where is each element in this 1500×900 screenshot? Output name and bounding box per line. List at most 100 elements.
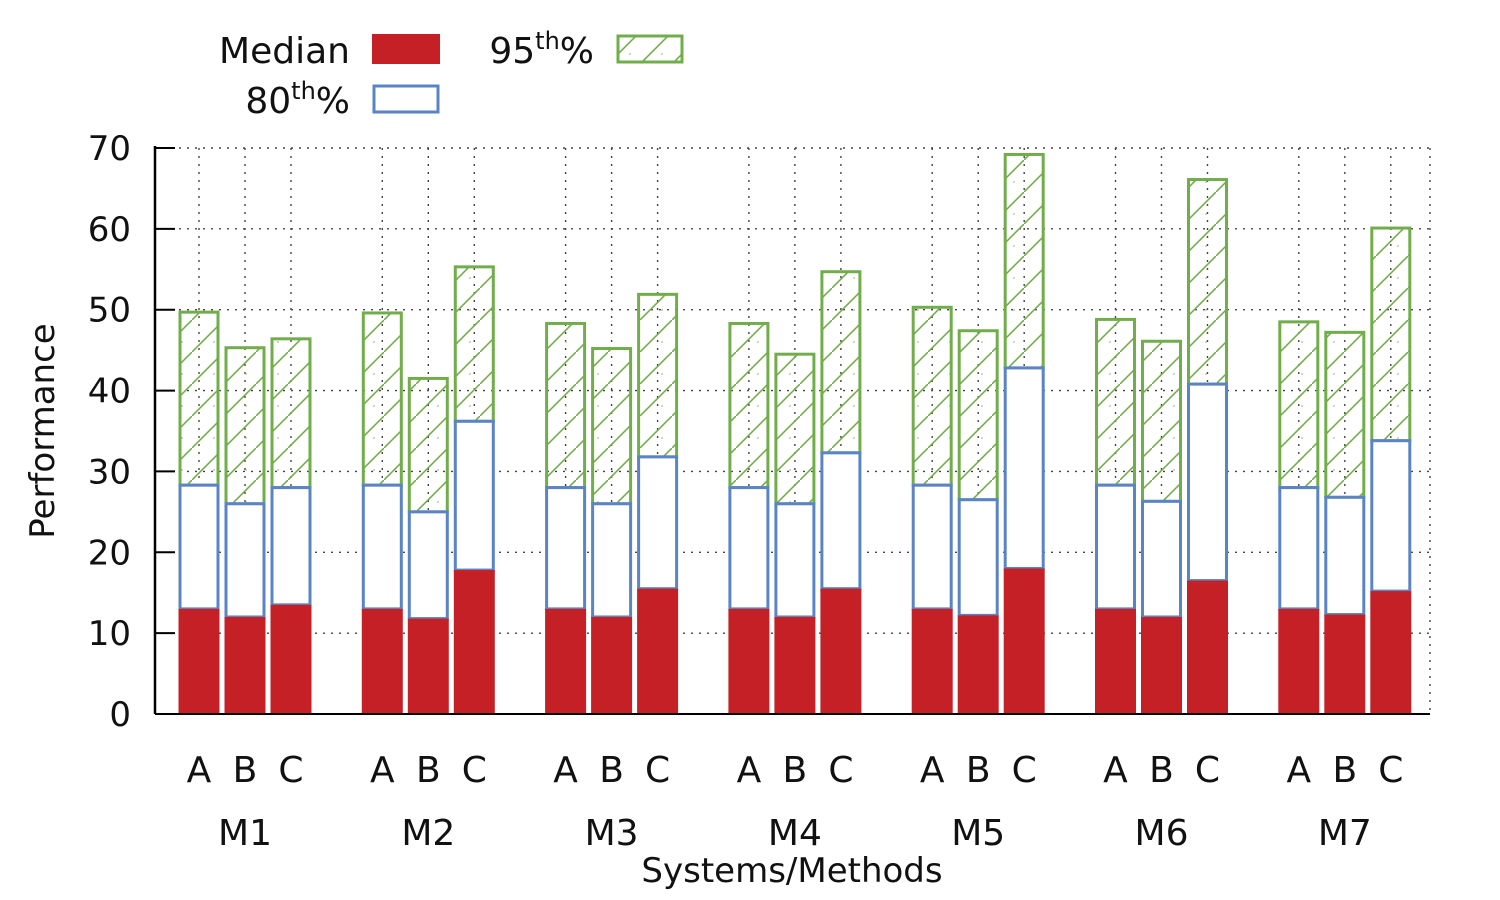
bar-p80 bbox=[453, 419, 495, 572]
category-label: C bbox=[278, 750, 303, 791]
bar-median bbox=[1095, 608, 1136, 714]
legend: Median 80th% 95th% bbox=[219, 27, 684, 122]
bar-median bbox=[1370, 591, 1412, 714]
category-label: B bbox=[1149, 750, 1174, 791]
bar-p95 bbox=[545, 321, 587, 490]
category-label: B bbox=[233, 750, 258, 791]
group-label: M2 bbox=[401, 813, 455, 854]
legend-label: 80th% bbox=[245, 77, 350, 122]
y-axis-title: Performance bbox=[23, 323, 63, 538]
category-label: C bbox=[645, 750, 670, 791]
y-tick-label: 70 bbox=[88, 129, 131, 169]
bar-p80 bbox=[1278, 486, 1320, 611]
bar-p95 bbox=[178, 310, 220, 487]
bar-p95 bbox=[1003, 152, 1045, 370]
group-label: M7 bbox=[1318, 813, 1372, 854]
bar-p80 bbox=[637, 455, 679, 591]
bar-median bbox=[728, 608, 770, 714]
category-label: B bbox=[783, 750, 808, 791]
bar-p80 bbox=[911, 483, 953, 611]
bar-p80 bbox=[545, 486, 587, 611]
bar-median bbox=[957, 615, 999, 714]
bar-p95 bbox=[407, 376, 449, 514]
y-tick-label: 10 bbox=[88, 614, 131, 654]
bar-median bbox=[224, 616, 266, 714]
bar-median bbox=[453, 570, 495, 714]
bar-p80 bbox=[591, 502, 633, 619]
category-label: A bbox=[1286, 750, 1311, 791]
bar-median bbox=[820, 588, 862, 714]
group-label: M1 bbox=[218, 813, 272, 854]
bar-p80 bbox=[774, 502, 816, 619]
bar-p95 bbox=[1141, 339, 1182, 503]
bar-p95 bbox=[957, 329, 999, 502]
category-label: A bbox=[553, 750, 578, 791]
bar-p80 bbox=[1187, 382, 1228, 583]
legend-label: 95th% bbox=[489, 27, 594, 72]
bar-p80 bbox=[361, 483, 403, 611]
bar-p95 bbox=[361, 311, 403, 487]
bar-p95 bbox=[774, 352, 816, 506]
bar-p80 bbox=[820, 451, 862, 591]
bar-median bbox=[270, 604, 312, 714]
y-tick-label: 50 bbox=[88, 291, 131, 331]
bar-median bbox=[545, 608, 587, 714]
legend-swatch-p95 bbox=[616, 34, 684, 64]
bar-p95 bbox=[637, 292, 679, 459]
category-label: B bbox=[416, 750, 441, 791]
bar-p95 bbox=[224, 346, 266, 506]
group-label: M3 bbox=[585, 813, 639, 854]
bar-p95 bbox=[1324, 330, 1366, 499]
bar-median bbox=[407, 618, 449, 714]
category-label: C bbox=[462, 750, 487, 791]
bar-p80 bbox=[270, 486, 312, 607]
bar-p95 bbox=[1095, 317, 1136, 487]
group-label: M4 bbox=[768, 813, 822, 854]
bar-median bbox=[774, 616, 816, 714]
y-tick-label: 40 bbox=[88, 372, 131, 412]
category-label: B bbox=[599, 750, 624, 791]
bar-median bbox=[591, 616, 633, 714]
bar-median bbox=[1278, 608, 1320, 714]
bars bbox=[178, 152, 1412, 714]
bar-p80 bbox=[178, 483, 220, 611]
bar-p95 bbox=[1187, 178, 1228, 386]
bar-p95 bbox=[728, 321, 770, 490]
category-label: C bbox=[1378, 750, 1403, 791]
category-label: A bbox=[1103, 750, 1128, 791]
bar-p95 bbox=[911, 305, 953, 487]
bar-p95 bbox=[270, 337, 312, 490]
bar-p80 bbox=[957, 498, 999, 617]
bar-p95 bbox=[591, 347, 633, 506]
bar-median bbox=[178, 608, 220, 714]
category-label: B bbox=[1332, 750, 1357, 791]
bar-p80 bbox=[224, 502, 266, 619]
bar-p80 bbox=[1324, 495, 1366, 617]
bar-median bbox=[1187, 580, 1228, 714]
y-tick-label: 60 bbox=[88, 210, 131, 250]
bar-p95 bbox=[453, 265, 495, 423]
legend-swatch-median bbox=[372, 34, 440, 64]
legend-swatch-p80 bbox=[372, 84, 440, 114]
bar-p80 bbox=[1370, 439, 1412, 593]
y-tick-label: 0 bbox=[109, 695, 131, 735]
bar-p80 bbox=[407, 510, 449, 621]
group-label: M6 bbox=[1135, 813, 1189, 854]
category-label: A bbox=[370, 750, 395, 791]
category-label: A bbox=[920, 750, 945, 791]
bar-p80 bbox=[1095, 483, 1136, 611]
bar-p80 bbox=[1141, 499, 1182, 619]
bar-median bbox=[1003, 568, 1045, 714]
legend-label: Median bbox=[219, 31, 350, 72]
axes bbox=[153, 146, 1430, 715]
group-label: M5 bbox=[951, 813, 1005, 854]
x-axis-title: Systems/Methods bbox=[641, 851, 942, 891]
bar-median bbox=[1141, 616, 1182, 714]
bar-p80 bbox=[728, 486, 770, 611]
bar-p95 bbox=[1370, 226, 1412, 443]
bar-p80 bbox=[1003, 366, 1045, 570]
category-label: C bbox=[1195, 750, 1220, 791]
